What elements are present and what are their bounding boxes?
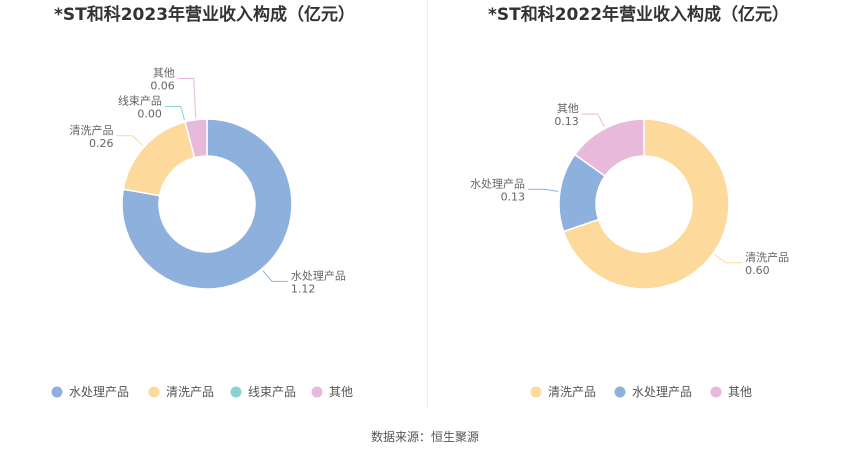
- slice-1-0: [562, 118, 730, 290]
- legend-marker-1-1[interactable]: [614, 386, 626, 398]
- legend-marker-0-2[interactable]: [230, 386, 242, 398]
- leader-line-0-3: [177, 77, 197, 118]
- slice-label-value-1-0: 0.60: [745, 264, 770, 277]
- slice-label-value-0-0: 1.12: [291, 282, 316, 295]
- legend-marker-1-2[interactable]: [710, 386, 722, 398]
- legend-label-1-1[interactable]: 水处理产品: [632, 385, 692, 399]
- slice-label-name-1-2: 其他: [557, 102, 579, 115]
- chart-divider: [427, 0, 428, 408]
- legend-label-1-2[interactable]: 其他: [728, 385, 752, 399]
- legend-marker-0-0[interactable]: [51, 386, 63, 398]
- slice-0-0: [121, 118, 293, 290]
- slice-label-value-0-3: 0.06: [150, 79, 175, 92]
- slice-label-name-0-3: 其他: [153, 66, 175, 79]
- chart-title-2022: *ST和科2022年营业收入构成（亿元）: [488, 4, 789, 25]
- slice-0-1: [122, 120, 196, 197]
- leader-line-0-0: [262, 270, 288, 282]
- slice-label-value-1-1: 0.13: [501, 190, 526, 203]
- slice-label-value-1-2: 0.13: [554, 115, 579, 128]
- leader-line-1-0: [714, 254, 743, 264]
- data-source: 数据来源：恒生聚源: [370, 430, 479, 444]
- slice-label-value-0-1: 0.26: [89, 137, 114, 150]
- slice-label-name-0-0: 水处理产品: [291, 268, 346, 282]
- legend-marker-0-1[interactable]: [148, 386, 160, 398]
- legend-label-0-3[interactable]: 其他: [329, 385, 353, 399]
- legend-label-1-0[interactable]: 清洗产品: [548, 385, 596, 399]
- legend-label-0-1[interactable]: 清洗产品: [166, 385, 214, 399]
- chart-2023: *ST和科2023年营业收入构成（亿元） 水处理产品1.12清洗产品0.26线束…: [51, 4, 355, 399]
- legend-marker-0-3[interactable]: [311, 386, 323, 398]
- leader-line-1-2: [581, 113, 605, 127]
- legend-label-0-2[interactable]: 线束产品: [248, 385, 296, 399]
- leader-line-0-2: [164, 105, 185, 121]
- leader-line-1-1: [528, 188, 558, 192]
- legend-marker-1-0[interactable]: [530, 386, 542, 398]
- slice-label-name-0-2: 线束产品: [118, 93, 162, 107]
- slice-label-name-0-1: 清洗产品: [70, 123, 114, 137]
- slice-1-2: [573, 118, 645, 178]
- slice-label-name-1-0: 清洗产品: [745, 250, 789, 264]
- chart-title-2023: *ST和科2023年营业收入构成（亿元）: [54, 4, 355, 25]
- leader-line-0-1: [116, 135, 144, 146]
- legend-label-0-0[interactable]: 水处理产品: [69, 385, 129, 399]
- slice-label-value-0-2: 0.00: [137, 107, 162, 120]
- slice-0-3: [184, 118, 208, 159]
- slice-label-name-1-1: 水处理产品: [470, 176, 525, 190]
- chart-2022: *ST和科2022年营业收入构成（亿元） 清洗产品0.60水处理产品0.13其他…: [470, 4, 789, 399]
